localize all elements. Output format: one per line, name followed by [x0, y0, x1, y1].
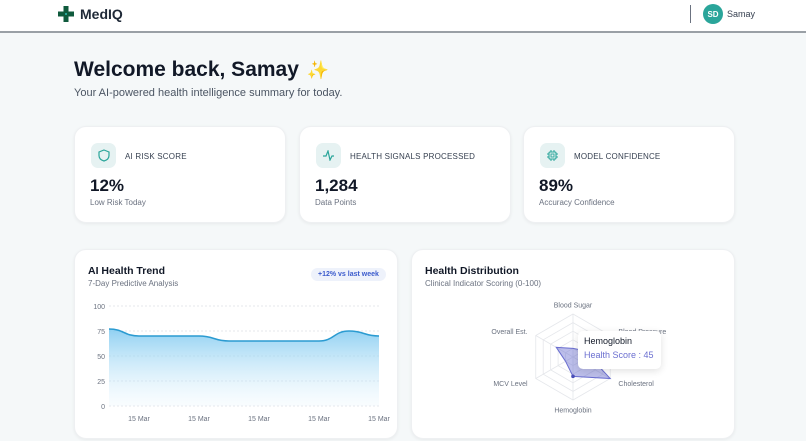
tooltip-title: Hemoglobin [584, 336, 633, 346]
shield-icon [91, 143, 116, 168]
stat-sub: Data Points [315, 198, 357, 207]
stat-card-signals: HEALTH SIGNALS PROCESSED 1,284 Data Poin… [299, 126, 511, 223]
chart-title: AI Health Trend [88, 265, 166, 277]
chart-subtitle: Clinical Indicator Scoring (0-100) [425, 279, 542, 288]
brand-logo[interactable]: MedIQ [58, 6, 123, 22]
trend-badge: +12% vs last week [311, 268, 386, 281]
brand-name: MedIQ [80, 6, 123, 22]
user-name[interactable]: Samay [727, 9, 756, 19]
medical-cross-icon [58, 6, 74, 22]
chart-subtitle: 7-Day Predictive Analysis [88, 279, 179, 288]
radar-tooltip: Hemoglobin Health Score : 45 [578, 331, 661, 369]
stat-label: MODEL CONFIDENCE [574, 152, 661, 161]
trend-card: AI Health Trend 7-Day Predictive Analysi… [74, 249, 398, 439]
chart-title: Health Distribution [425, 265, 519, 277]
cpu-icon [540, 143, 565, 168]
stat-value: 12% [90, 176, 125, 195]
stat-value: 89% [539, 176, 574, 195]
stat-sub: Low Risk Today [90, 198, 146, 207]
stat-card-risk: AI RISK SCORE 12% Low Risk Today [74, 126, 286, 223]
stat-value: 1,284 [315, 176, 358, 195]
stat-label: HEALTH SIGNALS PROCESSED [350, 152, 476, 161]
top-nav: MedIQ SD Samay [0, 0, 806, 33]
page-title: Welcome back, Samay ✨ [74, 58, 329, 82]
activity-icon [316, 143, 341, 168]
welcome-text: Welcome back, Samay [74, 58, 299, 81]
avatar[interactable]: SD [703, 4, 723, 24]
distribution-card: Health Distribution Clinical Indicator S… [411, 249, 735, 439]
tooltip-value: Health Score : 45 [584, 350, 654, 360]
sparkles-icon: ✨ [306, 59, 330, 80]
stat-card-confidence: MODEL CONFIDENCE 89% Accuracy Confidence [523, 126, 735, 223]
divider [690, 5, 691, 23]
stat-label: AI RISK SCORE [125, 152, 187, 161]
page-subtitle: Your AI-powered health intelligence summ… [74, 87, 343, 99]
stat-sub: Accuracy Confidence [539, 198, 615, 207]
